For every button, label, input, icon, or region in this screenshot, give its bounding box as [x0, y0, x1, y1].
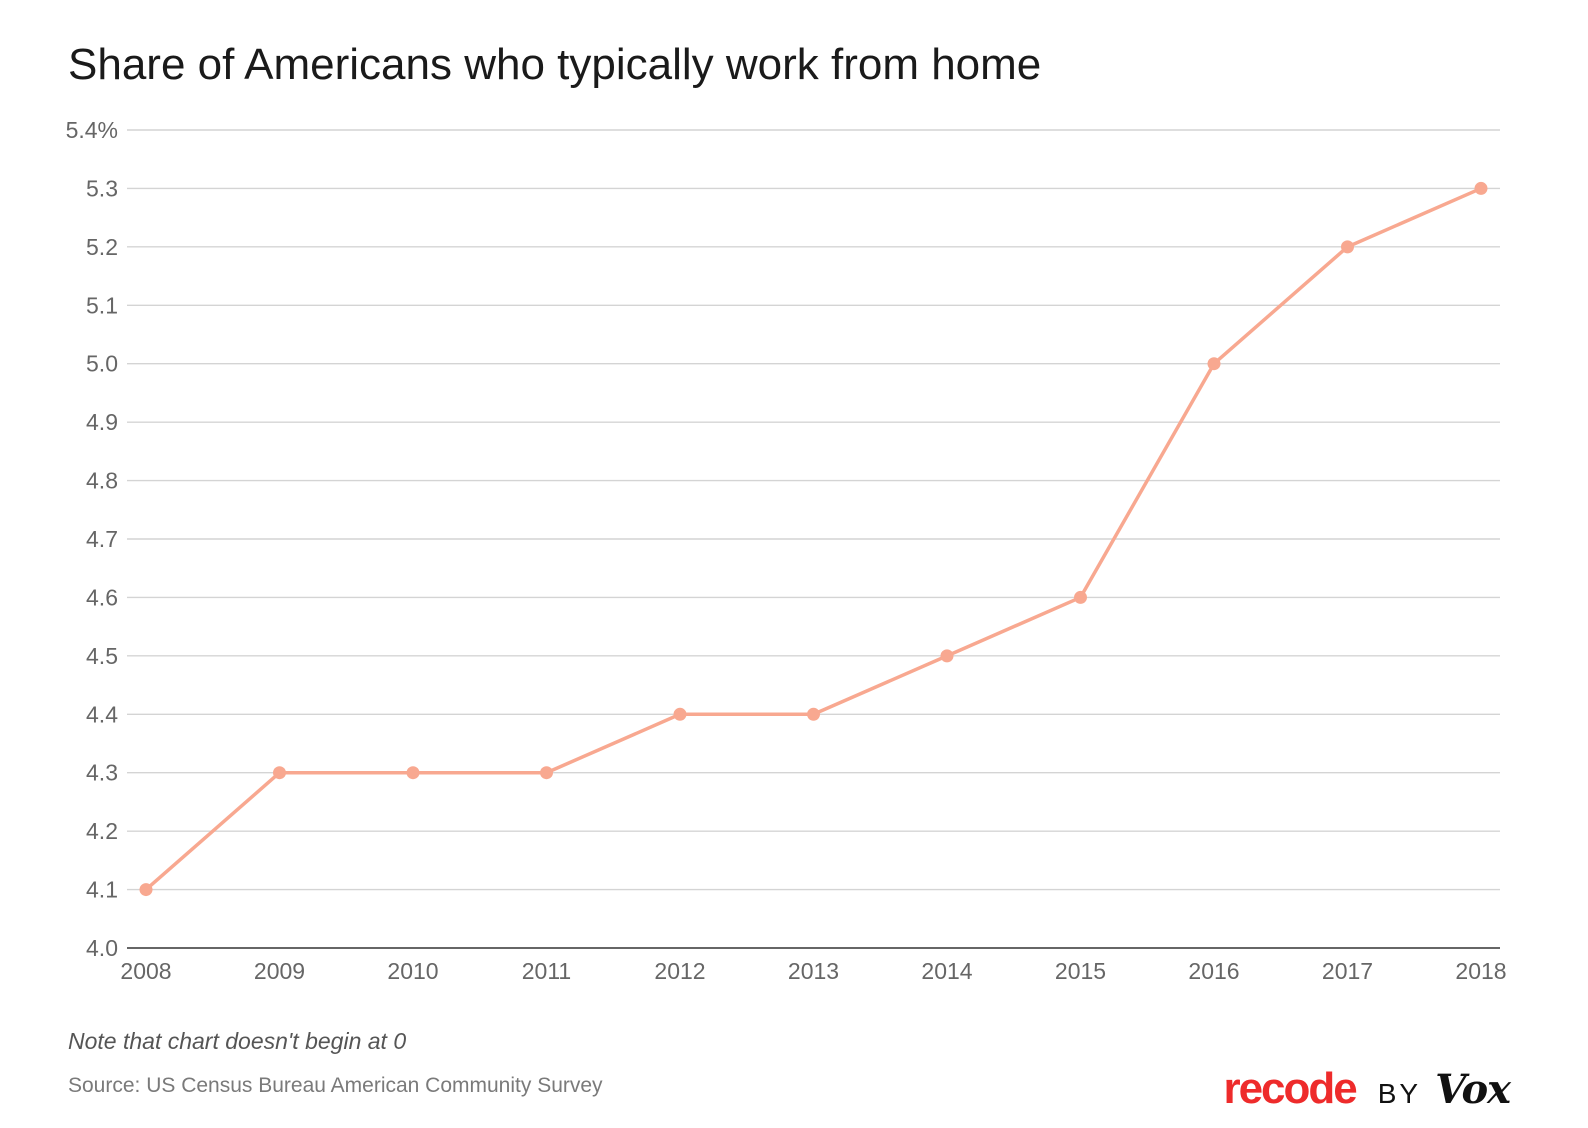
y-tick-label: 4.5 [86, 643, 118, 669]
chart-title: Share of Americans who typically work fr… [68, 40, 1042, 89]
y-tick-label: 4.0 [86, 935, 118, 961]
data-point-2015 [1074, 590, 1087, 604]
y-tick-label: 5.3 [86, 175, 118, 201]
x-axis-tick-labels: 2008 2009 2010 2011 2012 2013 2014 2015 2016 2017… [120, 958, 1506, 984]
x-tick-label: 2016 [1188, 958, 1239, 984]
data-point-2012 [673, 707, 687, 721]
x-tick-label: 2017 [1322, 958, 1373, 984]
data-points [139, 181, 1488, 897]
y-tick-label: 4.8 [86, 468, 118, 494]
vox-wordmark: Vox [1435, 1066, 1511, 1113]
recode-wordmark: recode [1223, 1064, 1357, 1113]
data-point-2017 [1341, 240, 1354, 254]
gridlines [127, 129, 1500, 949]
recode-by-vox-logo: recode BY Vox [1223, 1064, 1511, 1113]
y-axis-tick-labels: 4.0 4.1 4.2 4.3 4.4 4.5 4.6 4.7 4.8 4.9 5.0 5.1 5.2 5… [66, 117, 119, 961]
y-tick-label: 4.4 [86, 701, 118, 727]
chart-note: Note that chart doesn't begin at 0 [68, 1028, 407, 1054]
y-tick-label: 4.6 [86, 584, 118, 610]
data-point-2009 [273, 766, 286, 780]
logo-by-text: BY [1377, 1078, 1422, 1109]
data-point-2018 [1474, 181, 1488, 195]
y-tick-label: 4.3 [86, 760, 118, 786]
data-point-2010 [406, 766, 420, 780]
x-tick-label: 2011 [522, 958, 571, 984]
source-text: Source: US Census Bureau American Commun… [68, 1074, 603, 1097]
x-tick-label: 2009 [254, 958, 305, 984]
x-tick-label: 2018 [1455, 958, 1506, 984]
y-tick-label: 4.2 [86, 818, 118, 844]
data-point-2014 [940, 649, 954, 663]
y-tick-label: 5.4% [66, 117, 118, 143]
y-tick-label: 4.1 [86, 877, 118, 903]
data-point-2011 [540, 766, 553, 780]
x-tick-label: 2014 [921, 958, 972, 984]
y-tick-label: 5.0 [86, 351, 118, 377]
x-tick-label: 2008 [120, 958, 171, 984]
data-point-2013 [807, 707, 820, 721]
x-tick-label: 2012 [654, 958, 705, 984]
y-tick-label: 4.9 [86, 409, 118, 435]
y-tick-label: 5.1 [86, 292, 118, 318]
data-point-2008 [139, 883, 153, 897]
y-tick-label: 5.2 [86, 234, 118, 260]
x-tick-label: 2013 [788, 958, 839, 984]
x-tick-label: 2015 [1055, 958, 1106, 984]
x-tick-label: 2010 [387, 958, 438, 984]
data-point-2016 [1207, 357, 1221, 371]
y-tick-label: 4.7 [86, 526, 118, 552]
